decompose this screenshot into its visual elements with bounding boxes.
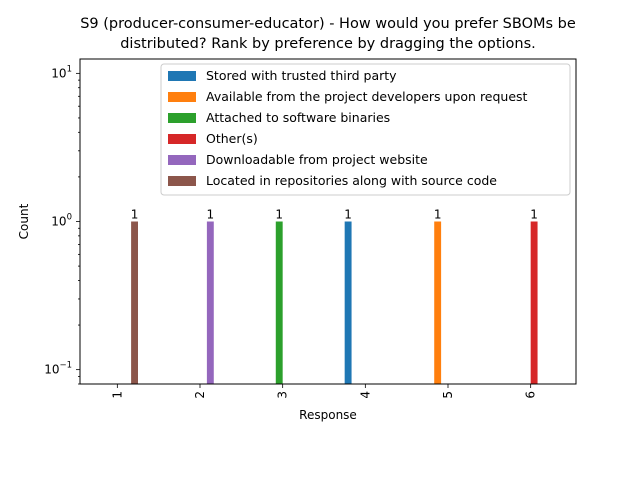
bar	[530, 221, 538, 384]
bar-value-label: 1	[344, 208, 352, 222]
y-tick-label: 100	[51, 213, 72, 229]
chart-title: S9 (producer-consumer-educator) - How wo…	[80, 16, 576, 52]
x-tick-label: 2	[193, 391, 207, 399]
y-tick-base: 10	[44, 363, 59, 377]
y-tick-exponent: 1	[67, 64, 72, 74]
bar	[131, 221, 138, 384]
legend-swatch	[168, 176, 196, 186]
legend-entry-label: Attached to software binaries	[206, 110, 390, 125]
y-tick-exponent: −1	[59, 361, 72, 371]
chart-title-line: distributed? Rank by preference by dragg…	[120, 36, 536, 52]
y-axis-label: Count	[17, 203, 31, 239]
legend-swatch	[168, 92, 196, 102]
chart-title-line: S9 (producer-consumer-educator) - How wo…	[80, 16, 576, 32]
bar-value-label: 1	[530, 208, 538, 222]
bars	[131, 221, 538, 384]
bar-value-label: 1	[434, 208, 442, 222]
bar	[275, 221, 283, 384]
x-tick-label: 5	[441, 391, 455, 399]
legend-entry-label: Other(s)	[206, 131, 258, 146]
x-tick-label: 1	[110, 391, 124, 399]
legend: Stored with trusted third party Available…	[160, 63, 571, 196]
legend-entry-label: Stored with trusted third party	[206, 68, 397, 83]
x-tick-label: 4	[358, 391, 372, 399]
bar-value-labels: 1 1 1 1 1 1	[131, 208, 538, 222]
legend-entry-label: Located in repositories along with sourc…	[206, 173, 497, 188]
y-tick-exponent: 0	[67, 213, 72, 223]
legend-frame	[160, 63, 571, 196]
y-tick-label: 10−1	[44, 361, 72, 377]
y-tick-label: 101	[51, 64, 72, 80]
bar	[434, 221, 442, 384]
legend-swatch	[168, 113, 196, 123]
bar	[344, 221, 352, 384]
legend-swatch	[168, 134, 196, 144]
y-tick-base: 10	[51, 215, 66, 229]
legend-entry-label: Available from the project developers up…	[206, 89, 528, 104]
x-axis-label: Response	[299, 408, 357, 422]
x-axis: 1 2 3 4 5 6	[110, 384, 538, 399]
bar-value-label: 1	[275, 208, 283, 222]
y-tick-base: 10	[51, 66, 66, 80]
legend-swatch	[168, 155, 196, 165]
x-tick-label: 3	[276, 391, 290, 399]
bar-value-label: 1	[131, 208, 139, 222]
bar-value-label: 1	[207, 208, 215, 222]
legend-swatch	[168, 71, 196, 81]
bar	[206, 221, 214, 384]
legend-entry-label: Downloadable from project website	[206, 152, 428, 167]
x-tick-label: 6	[524, 391, 538, 399]
